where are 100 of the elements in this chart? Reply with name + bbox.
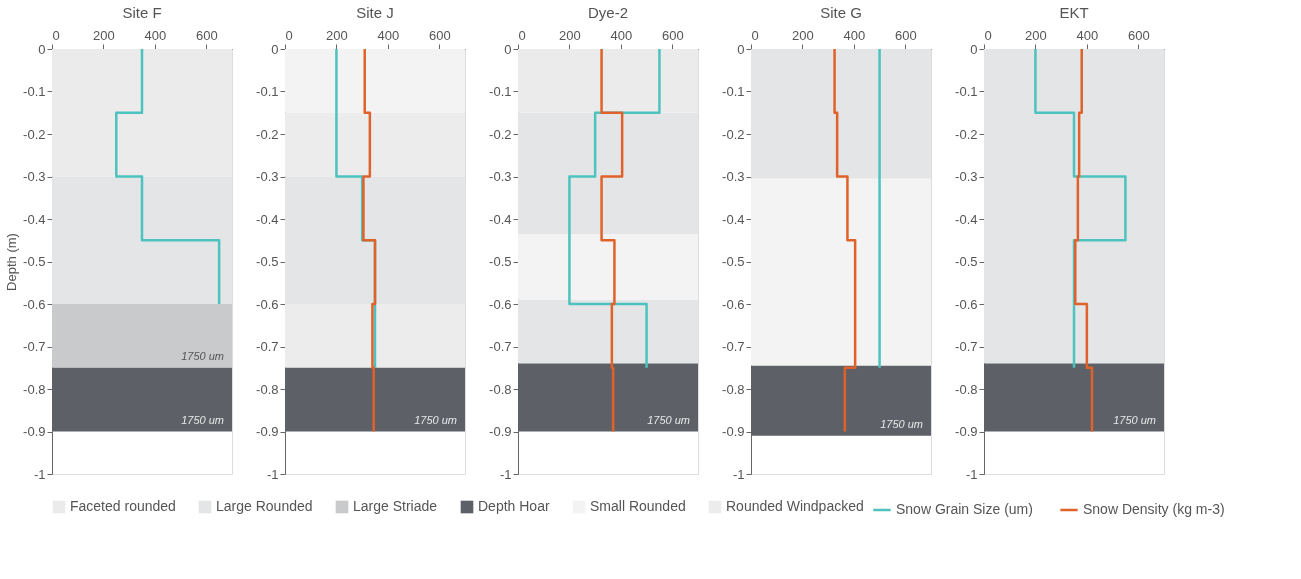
x-tick-label: 0: [518, 27, 526, 43]
y-tick-label: -0.8: [489, 381, 512, 397]
legend-label: Large Rounded: [216, 498, 313, 514]
y-tick-label: -0.4: [489, 211, 512, 227]
y-tick-label: -0.4: [23, 211, 46, 227]
y-tick-label: -0.7: [489, 339, 512, 354]
annotation: 1750 um: [1113, 413, 1156, 426]
x-tick-label: 400: [144, 27, 167, 43]
chart-title: Site J: [356, 4, 394, 21]
x-tick-label: 200: [326, 27, 348, 43]
y-tick-label: -0.3: [256, 169, 279, 184]
legend-label: Depth Hoar: [478, 498, 550, 514]
y-tick-label: 0: [970, 41, 978, 57]
line-series: [1074, 47, 1094, 433]
annotation: 1750 um: [181, 413, 224, 426]
x-tick-label: 0: [751, 27, 759, 43]
y-tick-label: -0.1: [489, 84, 512, 99]
y-tick-label: -0.7: [256, 339, 279, 354]
x-tick-label: 200: [93, 27, 115, 43]
y-tick-label: -0.3: [722, 169, 745, 184]
y-tick-label: -1: [266, 466, 279, 482]
x-tick-label: 0: [285, 27, 293, 43]
annotation: 1750 um: [414, 413, 457, 426]
y-tick-label: 0: [504, 41, 512, 57]
annotation: 1750 um: [647, 413, 690, 426]
y-tick-label: 0: [38, 41, 46, 57]
x-tick-label: 600: [661, 27, 684, 43]
y-tick-label: -0.5: [23, 254, 46, 269]
y-tick-label: -0.5: [722, 254, 745, 269]
y-tick-label: -0.8: [722, 381, 745, 397]
y-tick-label: -1: [33, 466, 46, 482]
y-tick-label: -0.4: [722, 211, 745, 227]
y-tick-label: -0.6: [489, 296, 512, 312]
x-tick-label: 0: [984, 27, 992, 43]
y-tick-label: -0.5: [955, 254, 978, 269]
legend-label: Rounded Windpacked: [726, 498, 864, 514]
chart-title: EKT: [1059, 4, 1089, 21]
y-tick-label: -0.9: [23, 424, 46, 439]
legend-label: Faceted rounded: [70, 498, 176, 514]
x-tick-label: 200: [1025, 27, 1047, 43]
legend-label: Snow Grain Size (um): [896, 501, 1033, 517]
annotation: 1750 um: [880, 417, 923, 430]
y-tick-label: -0.7: [955, 339, 978, 354]
line-series: [568, 47, 661, 369]
y-tick-label: -0.1: [722, 84, 745, 99]
annotation: 1750 um: [181, 349, 224, 362]
y-tick-label: -0.9: [489, 424, 512, 439]
y-tick-label: -0.2: [23, 126, 46, 142]
y-tick-label: -0.8: [955, 381, 978, 397]
y-tick-label: -1: [499, 466, 512, 482]
line-series: [115, 47, 221, 306]
y-tick-label: -0.8: [23, 381, 46, 397]
line-series: [833, 47, 857, 433]
x-tick-label: 600: [894, 27, 917, 43]
y-tick-label: -0.4: [955, 211, 978, 227]
y-axis-title: Depth (m): [4, 233, 20, 291]
legend-label: Small Rounded: [590, 498, 686, 514]
x-tick-label: 0: [52, 27, 60, 43]
y-tick-label: -0.5: [256, 254, 279, 269]
chart-title: Site G: [820, 4, 862, 21]
y-tick-label: -0.6: [256, 296, 279, 312]
x-tick-label: 200: [559, 27, 581, 43]
y-tick-label: -0.4: [256, 211, 279, 227]
y-tick-label: -0.5: [489, 254, 512, 269]
y-tick-label: -0.3: [23, 169, 46, 184]
y-tick-label: -0.9: [722, 424, 745, 439]
chart-title: Dye-2: [587, 4, 629, 21]
line-series: [362, 47, 377, 433]
x-tick-label: 400: [1076, 27, 1099, 43]
y-tick-label: -0.2: [722, 126, 745, 142]
y-tick-label: -0.1: [23, 84, 46, 99]
y-tick-label: -0.9: [256, 424, 279, 439]
y-tick-label: -0.9: [955, 424, 978, 439]
y-tick-label: -0.6: [23, 296, 46, 312]
y-tick-label: -0.2: [489, 126, 512, 142]
y-tick-label: -1: [965, 466, 978, 482]
y-tick-label: -0.7: [722, 339, 745, 354]
y-tick-label: -1: [732, 466, 745, 482]
y-tick-label: -0.1: [256, 84, 279, 99]
legend-label: Large Striade: [353, 498, 438, 514]
x-tick-label: 200: [792, 27, 814, 43]
y-tick-label: -0.3: [489, 169, 512, 184]
x-tick-label: 600: [428, 27, 451, 43]
x-tick-label: 600: [1127, 27, 1150, 43]
chart-title: Site F: [122, 4, 162, 21]
y-tick-label: 0: [271, 41, 279, 57]
x-tick-label: 600: [195, 27, 218, 43]
x-tick-label: 400: [377, 27, 400, 43]
y-tick-label: 0: [737, 41, 745, 57]
x-tick-label: 400: [843, 27, 866, 43]
y-tick-label: -0.2: [256, 126, 279, 142]
y-tick-label: -0.2: [955, 126, 978, 142]
y-tick-label: -0.6: [722, 296, 745, 312]
x-tick-label: 400: [610, 27, 633, 43]
legend-label: Snow Density (kg m-3): [1083, 501, 1225, 517]
y-tick-label: -0.8: [256, 381, 279, 397]
y-tick-label: -0.7: [23, 339, 46, 354]
y-tick-label: -0.6: [955, 296, 978, 312]
line-series: [600, 47, 624, 433]
y-tick-label: -0.3: [955, 169, 978, 184]
